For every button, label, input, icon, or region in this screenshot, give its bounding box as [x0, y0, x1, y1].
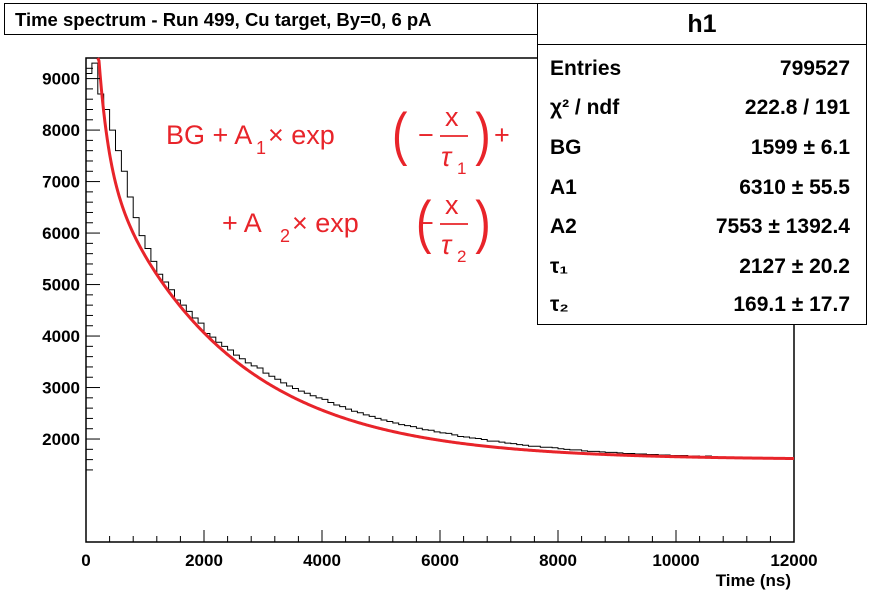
- stats-value: 799527: [779, 57, 850, 80]
- stats-title: h1: [538, 4, 866, 45]
- fit-curve-series: [96, 57, 795, 461]
- formula-line2-lparen: (: [416, 190, 432, 255]
- stats-row-a1: A1 6310 ± 55.5: [550, 173, 850, 203]
- formula-line1-den-sub: 1: [457, 159, 466, 178]
- y-tick-label: 4000: [42, 327, 80, 346]
- stats-value: 222.8 / 191: [744, 96, 850, 119]
- formula-line1-rparen: ): [475, 102, 490, 167]
- stats-value: 2127 ± 20.2: [739, 255, 850, 278]
- stats-label: A2: [550, 215, 577, 238]
- chart-title: Time spectrum - Run 499, Cu target, By=0…: [4, 3, 538, 35]
- stats-label: τ₁: [550, 255, 569, 278]
- stats-label: BG: [550, 136, 582, 159]
- formula-line2-den-sub: 2: [457, 247, 466, 266]
- stats-box: h1 Entries 799527 χ² / ndf 222.8 / 191 B…: [537, 3, 867, 325]
- stats-label: τ₂: [550, 293, 569, 316]
- stats-row-tau2: τ₂ 169.1 ± 17.7: [550, 290, 850, 320]
- stats-value: 169.1 ± 17.7: [733, 293, 850, 316]
- x-tick-label: 10000: [652, 551, 699, 570]
- formula-line2-head: + A: [222, 208, 262, 238]
- stats-row-a2: A2 7553 ± 1392.4: [550, 212, 850, 242]
- formula-line1-lparen: (: [392, 102, 408, 167]
- formula-line1-den: τ: [441, 142, 453, 172]
- stats-value: 7553 ± 1392.4: [715, 215, 850, 238]
- formula-line2-den: τ: [441, 230, 453, 260]
- y-tick-label: 5000: [42, 276, 80, 295]
- y-tick-label: 7000: [42, 173, 80, 192]
- stats-label: Entries: [550, 57, 622, 80]
- y-tick-label: 8000: [42, 121, 80, 140]
- fit-formula: BG + A 1 × exp ( − x τ 1 ) + + A 2 × exp…: [166, 102, 510, 266]
- formula-line2-exp: × exp: [292, 208, 359, 238]
- y-tick-label: 6000: [42, 224, 80, 243]
- x-axis-label: Time (ns): [716, 571, 791, 590]
- formula-line1-plus: +: [494, 120, 510, 150]
- formula-line1-sub: 1: [256, 138, 266, 158]
- stats-row-chi2: χ² / ndf 222.8 / 191: [550, 93, 850, 123]
- formula-line1-head: BG + A: [166, 120, 252, 150]
- x-tick-label: 12000: [770, 551, 817, 570]
- x-tick-label: 6000: [421, 551, 459, 570]
- formula-line2-sub: 2: [280, 226, 290, 246]
- formula-line2-rparen: ): [475, 190, 490, 255]
- stats-row-entries: Entries 799527: [550, 54, 850, 84]
- y-tick-label: 2000: [42, 430, 80, 449]
- x-tick-label: 8000: [539, 551, 577, 570]
- x-tick-label: 2000: [185, 551, 223, 570]
- stats-label: A1: [550, 176, 577, 199]
- x-tick-label: 4000: [303, 551, 341, 570]
- formula-line1-num: x: [445, 102, 459, 132]
- y-tick-label: 3000: [42, 379, 80, 398]
- x-tick-label: 0: [81, 551, 90, 570]
- formula-line2-num: x: [445, 190, 459, 220]
- stats-value: 6310 ± 55.5: [739, 176, 850, 199]
- formula-line1-exp: × exp: [268, 120, 335, 150]
- y-tick-label: 9000: [42, 70, 80, 89]
- histogram-series: [85, 62, 794, 542]
- formula-line2-minus: −: [418, 208, 434, 238]
- stats-label: χ² / ndf: [550, 96, 620, 119]
- stats-row-bg: BG 1599 ± 6.1: [550, 133, 850, 163]
- formula-line1-minus: −: [418, 120, 434, 150]
- stats-value: 1599 ± 6.1: [750, 136, 850, 159]
- stats-row-tau1: τ₁ 2127 ± 20.2: [550, 252, 850, 282]
